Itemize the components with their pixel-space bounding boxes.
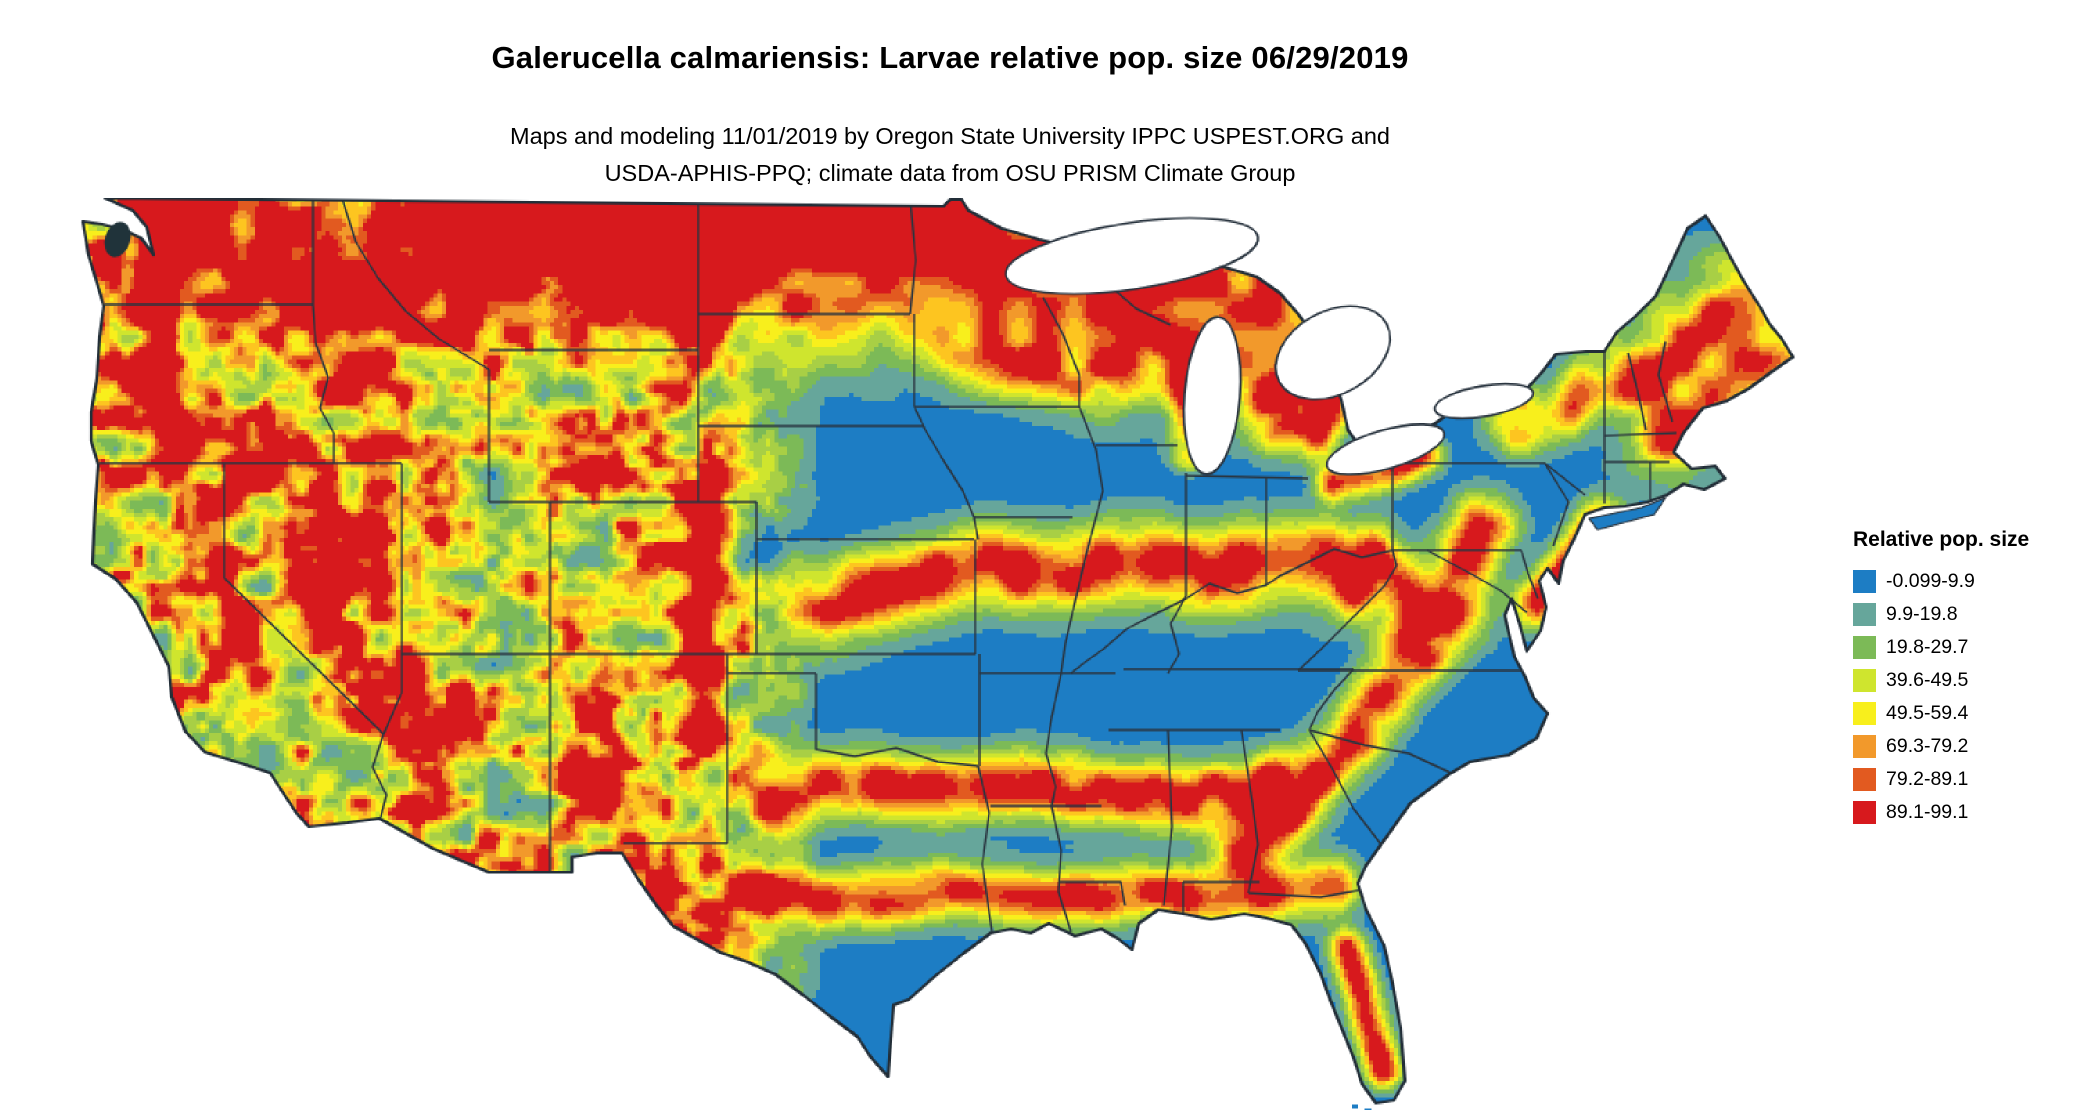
legend-label: 79.2-89.1 [1886, 768, 1969, 790]
legend-swatch [1853, 603, 1876, 626]
legend-label: 89.1-99.1 [1886, 801, 1969, 823]
legend-label: -0.099-9.9 [1886, 570, 1975, 592]
legend-swatch [1853, 801, 1876, 824]
legend-label: 39.6-49.5 [1886, 669, 1969, 691]
legend: Relative pop. size -0.099-9.9 9.9-19.8 19.… [1853, 528, 2029, 834]
legend-swatch [1853, 570, 1876, 593]
subtitle-line-2: USDA-APHIS-PPQ; climate data from OSU PR… [604, 160, 1296, 186]
legend-item: 19.8-29.7 [1853, 636, 2029, 659]
us-map-canvas [76, 198, 1822, 1110]
legend-item: -0.099-9.9 [1853, 570, 2029, 593]
legend-swatch [1853, 669, 1876, 692]
legend-item: 39.6-49.5 [1853, 669, 2029, 692]
legend-label: 19.8-29.7 [1886, 636, 1969, 658]
legend-swatch [1853, 768, 1876, 791]
legend-label: 9.9-19.8 [1886, 603, 1958, 625]
legend-item: 49.5-59.4 [1853, 702, 2029, 725]
legend-swatch [1853, 636, 1876, 659]
legend-label: 69.3-79.2 [1886, 735, 1969, 757]
legend-items: -0.099-9.9 9.9-19.8 19.8-29.7 39.6-49.5 49.5… [1853, 570, 2029, 824]
subtitle: Maps and modeling 11/01/2019 by Oregon S… [0, 118, 1900, 192]
legend-item: 9.9-19.8 [1853, 603, 2029, 626]
legend-item: 89.1-99.1 [1853, 801, 2029, 824]
legend-label: 49.5-59.4 [1886, 702, 1969, 724]
legend-title: Relative pop. size [1853, 528, 2030, 551]
legend-item: 79.2-89.1 [1853, 768, 2029, 791]
legend-item: 69.3-79.2 [1853, 735, 2029, 758]
legend-swatch [1853, 735, 1876, 758]
legend-swatch [1853, 702, 1876, 725]
us-map [76, 198, 1822, 1110]
subtitle-line-1: Maps and modeling 11/01/2019 by Oregon S… [510, 123, 1390, 149]
page-title: Galerucella calmariensis: Larvae relativ… [491, 40, 1409, 75]
